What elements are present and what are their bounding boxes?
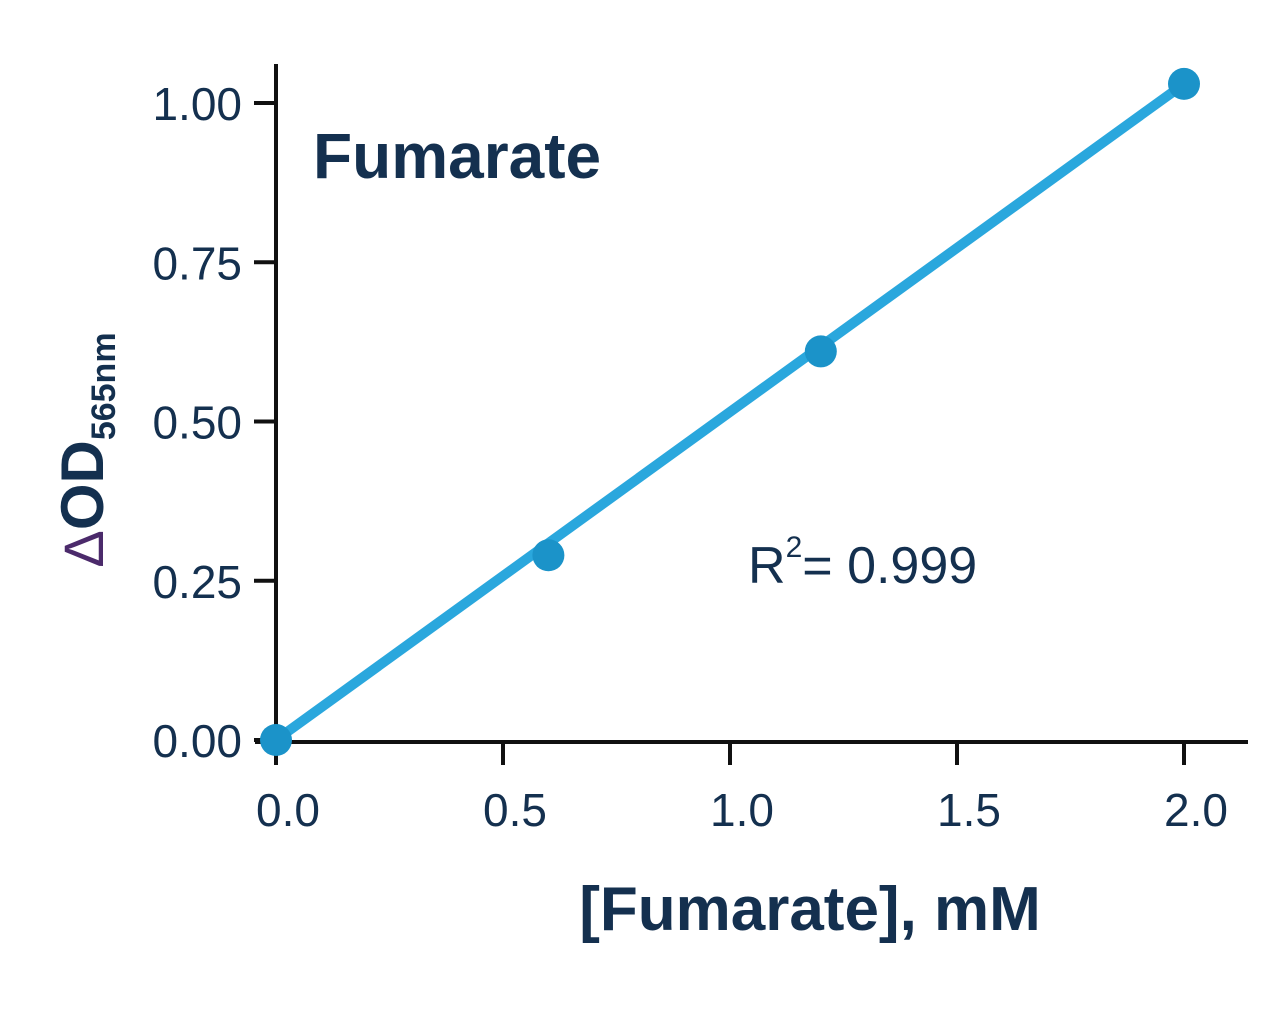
ticks: 0.00 0.25 0.50 0.75 1.00 0.0 0.5 1.0 1.5 2.0 (152, 78, 1228, 836)
axes (255, 64, 1248, 765)
data-point (532, 539, 565, 572)
data-point (260, 724, 292, 756)
y-tick-label: 0.00 (152, 715, 242, 767)
chart-title: Fumarate (313, 120, 601, 192)
r-squared-prefix: R (748, 537, 786, 595)
r-squared-value: = 0.999 (802, 537, 977, 595)
series (260, 67, 1200, 756)
y-axis-label-main: OD (49, 440, 116, 530)
r-squared-superscript: 2 (786, 531, 803, 564)
data-point (1168, 67, 1200, 100)
x-tick-label: 0.5 (483, 784, 547, 836)
y-axis-label: ΔOD565nm (49, 332, 123, 567)
fit-line (271, 78, 1189, 745)
data-point (804, 335, 837, 368)
y-tick-label: 0.50 (152, 397, 242, 449)
y-axis-label-subscript: 565nm (85, 332, 123, 440)
r-squared-annotation: R2= 0.999 (748, 531, 977, 595)
x-axis-label: [Fumarate], mM (579, 875, 1041, 944)
y-tick-label: 0.25 (152, 556, 242, 608)
x-tick-label: 1.5 (937, 784, 1001, 836)
x-tick-label: 2.0 (1164, 784, 1228, 836)
y-tick-label: 0.75 (152, 237, 242, 289)
svg-text:ΔOD565nm: ΔOD565nm (49, 332, 123, 567)
x-tick-label: 0.0 (256, 784, 320, 836)
x-tick-label: 1.0 (710, 784, 774, 836)
y-tick-label: 1.00 (152, 78, 242, 130)
y-axis-label-symbol: Δ (52, 530, 115, 567)
